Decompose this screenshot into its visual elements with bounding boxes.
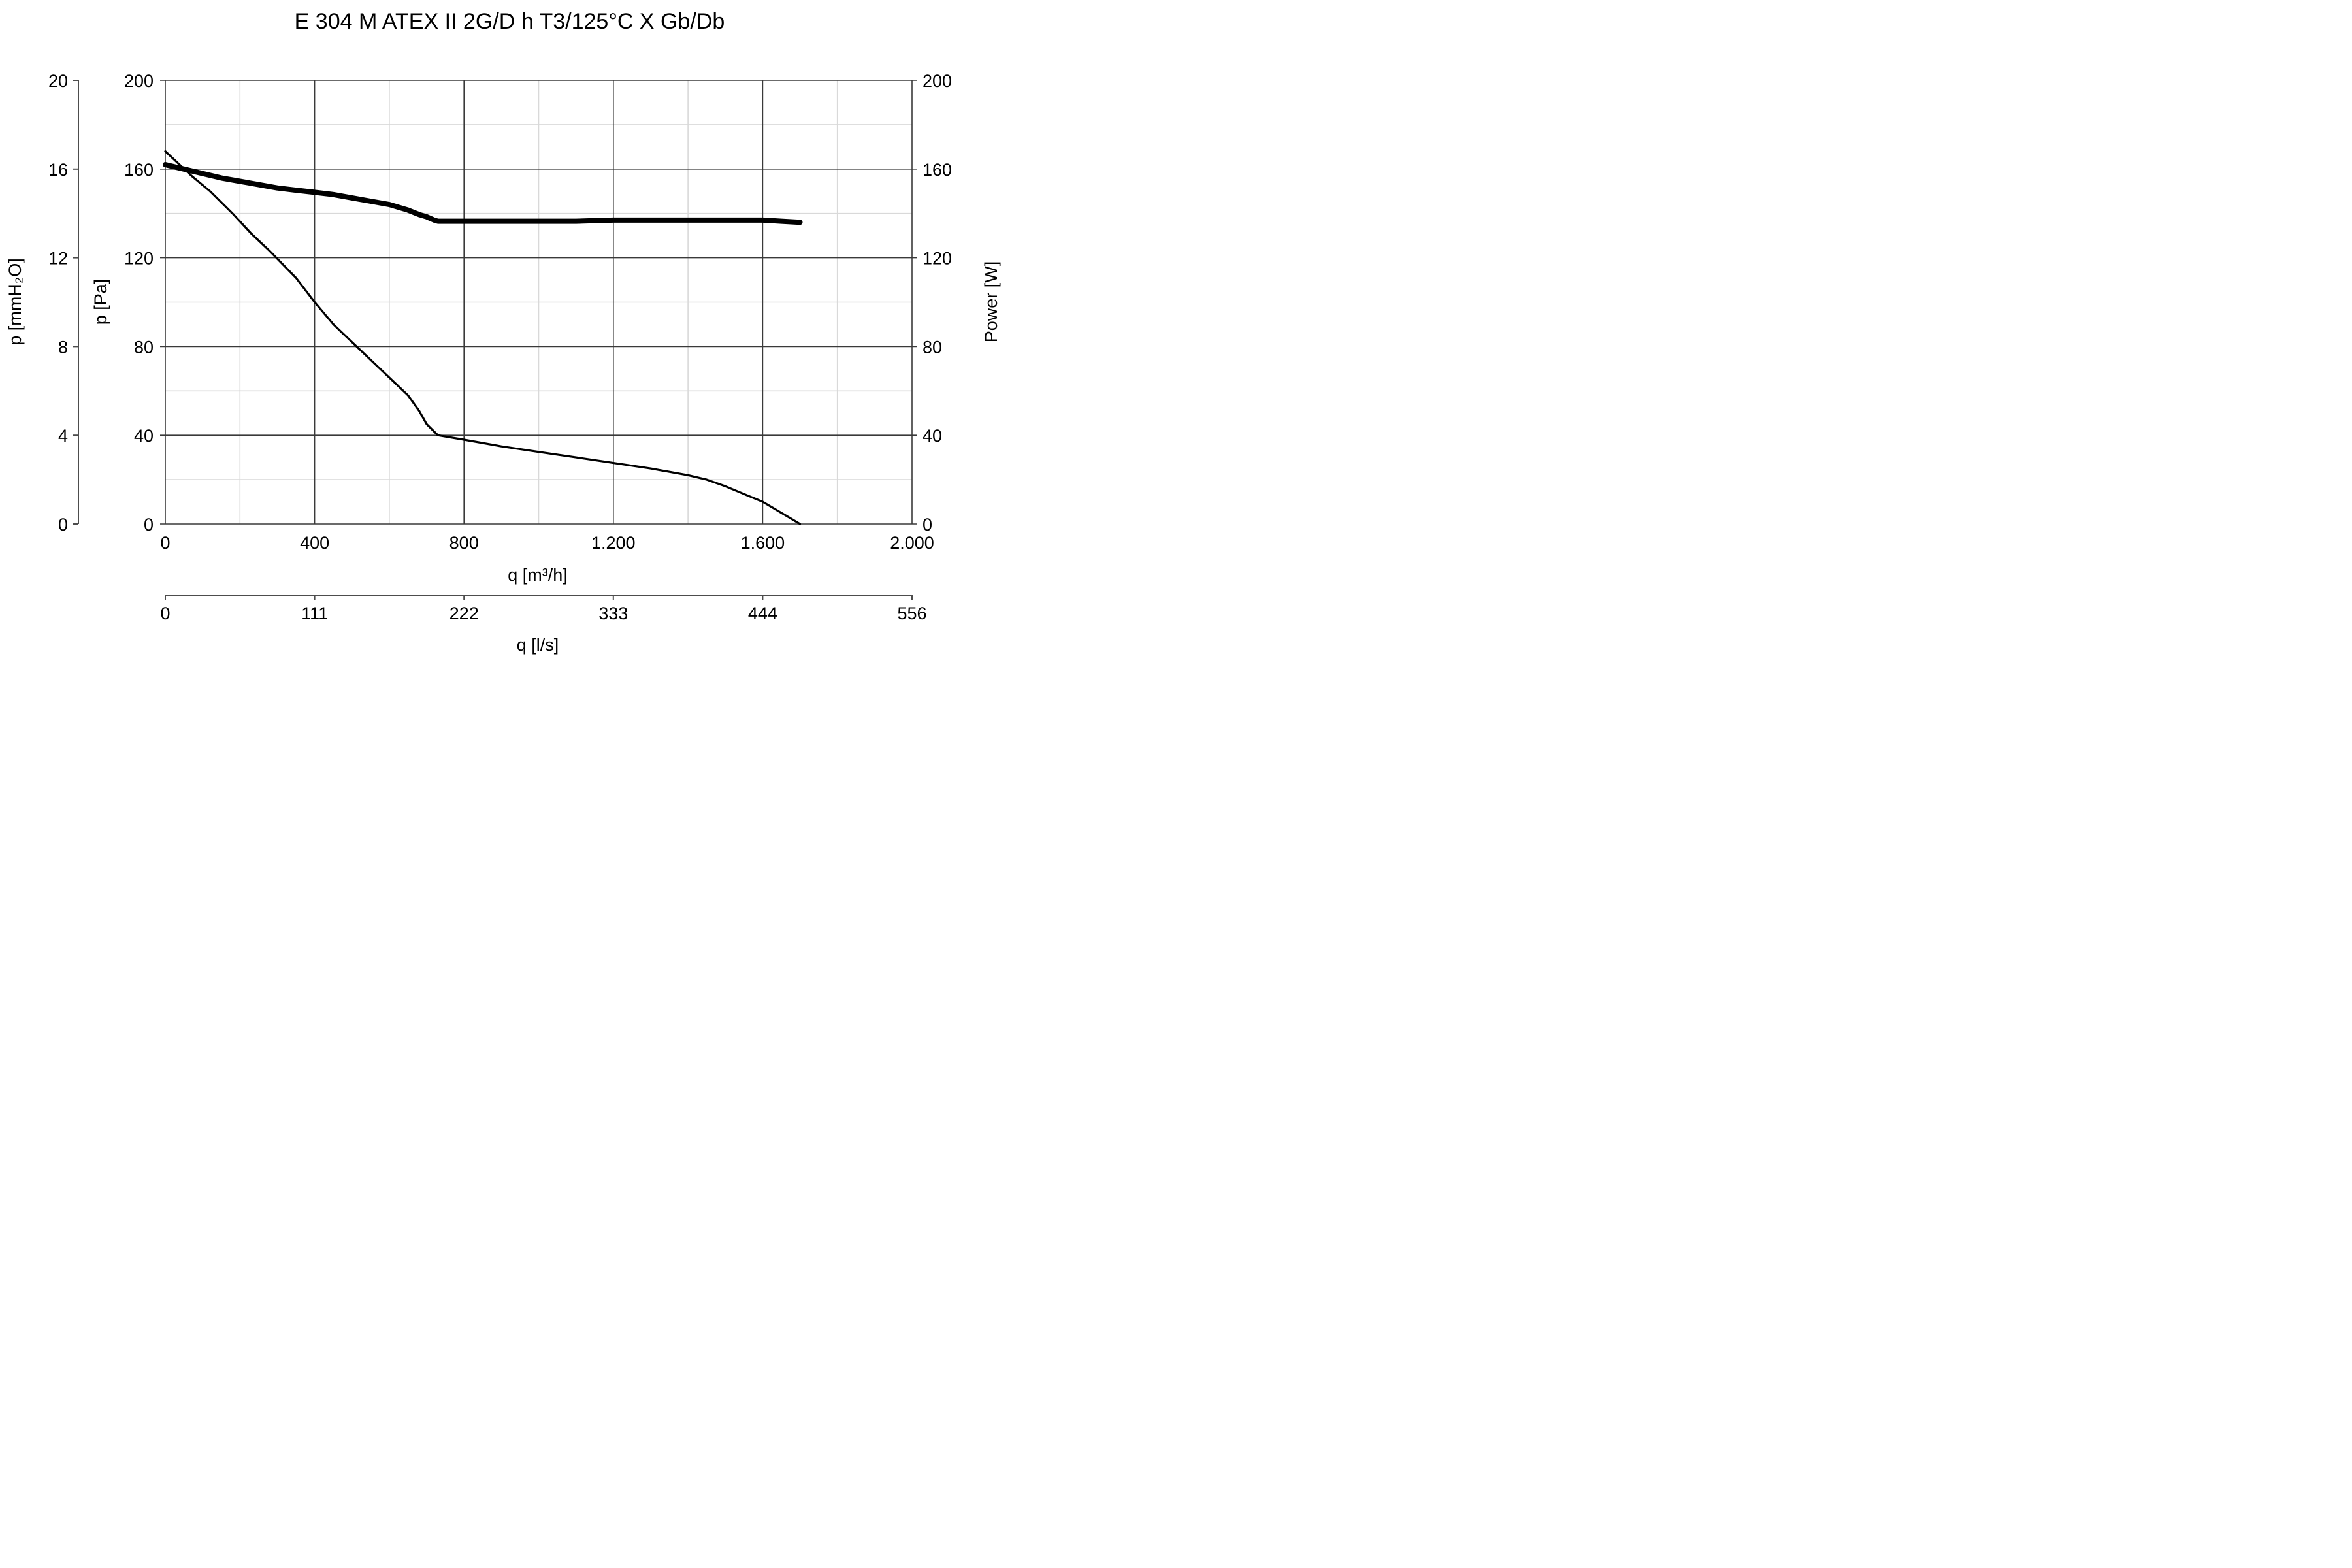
pressure-curve [164,150,802,525]
axis-ticks [73,80,913,600]
y-pa-tick-label: 80 [134,337,154,357]
y-axis-label-mmh2o: p [mmH₂O] [5,258,25,345]
y-mmh2o-tick-label: 0 [58,515,68,534]
y-power-tick-label: 160 [923,160,952,180]
x2-tick-label: 111 [301,604,328,623]
x-tick-label: 1.600 [741,533,785,553]
y-power-tick-label: 40 [923,426,942,446]
power-curve [163,162,803,225]
x2-tick-label: 556 [897,604,926,623]
x-tick-label: 400 [300,533,329,553]
x-tick-label: 2.000 [890,533,934,553]
x-tick-label: 1.200 [591,533,636,553]
curves [163,150,803,525]
y-pa-tick-label: 120 [124,249,154,269]
y-pa-tick-label: 200 [124,71,154,91]
y-axis-label-power: Power [W] [981,261,1001,343]
x2-axis-label: q [l/s] [517,635,559,655]
fan-curve-chart: E 304 M ATEX II 2G/D h T3/125°C X Gb/Db … [5,9,1001,655]
y-pa-tick-label: 0 [144,515,154,534]
y-power-tick-label: 200 [923,71,952,91]
y-mmh2o-tick-label: 20 [48,71,68,91]
x2-tick-label: 222 [449,604,479,623]
y-mmh2o-tick-label: 16 [48,160,68,180]
y-mmh2o-tick-label: 8 [58,337,68,357]
x-axis-label: q [m³/h] [508,565,568,585]
chart-title: E 304 M ATEX II 2G/D h T3/125°C X Gb/Db [295,9,725,34]
y-pa-tick-label: 160 [124,160,154,180]
x-tick-label: 0 [160,533,170,553]
y-mmh2o-tick-label: 12 [48,249,68,269]
y-power-tick-label: 80 [923,337,942,357]
y-power-tick-label: 120 [923,249,952,269]
x2-tick-label: 0 [160,604,170,623]
major-grid [160,80,917,525]
y-mmh2o-tick-label: 4 [58,426,68,446]
y-power-tick-label: 0 [923,515,932,534]
minor-grid [165,80,912,524]
y-pa-tick-label: 40 [134,426,154,446]
x2-tick-label: 444 [748,604,777,623]
y-axis-label-pa: p [Pa] [91,279,110,325]
x-tick-label: 800 [449,533,479,553]
x2-tick-label: 333 [598,604,628,623]
